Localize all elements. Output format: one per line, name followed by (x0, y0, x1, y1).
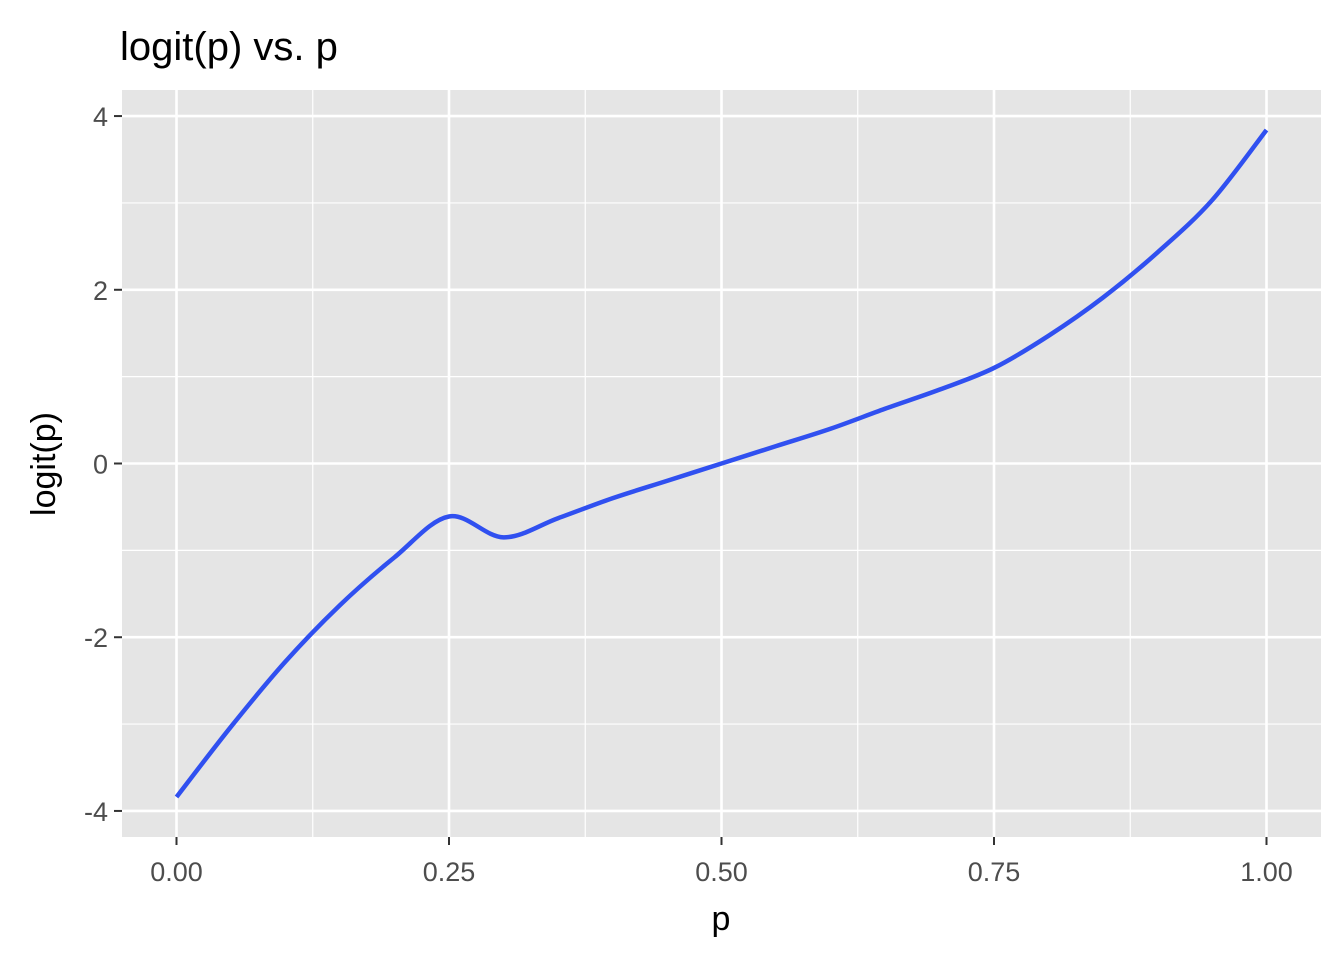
chart-title: logit(p) vs. p (120, 25, 338, 69)
y-axis-title: logit(p) (25, 412, 63, 516)
x-tick-label: 0.25 (423, 857, 476, 887)
series-line (174, 128, 1269, 799)
y-tick-label: 4 (93, 102, 108, 132)
x-tick-label: 1.00 (1240, 857, 1293, 887)
x-tick-label: 0.50 (695, 857, 748, 887)
y-axis: -4 -2 0 2 4 (84, 102, 122, 827)
x-axis-title: p (712, 900, 731, 938)
y-tick-label: 2 (93, 276, 108, 306)
y-tick-label: -4 (84, 797, 108, 827)
series-layer (174, 128, 1269, 799)
x-axis: 0.00 0.25 0.50 0.75 1.00 (150, 837, 1293, 887)
y-tick-label: 0 (93, 450, 108, 480)
y-tick-label: -2 (84, 623, 108, 653)
x-tick-label: 0.00 (150, 857, 203, 887)
x-tick-label: 0.75 (968, 857, 1021, 887)
